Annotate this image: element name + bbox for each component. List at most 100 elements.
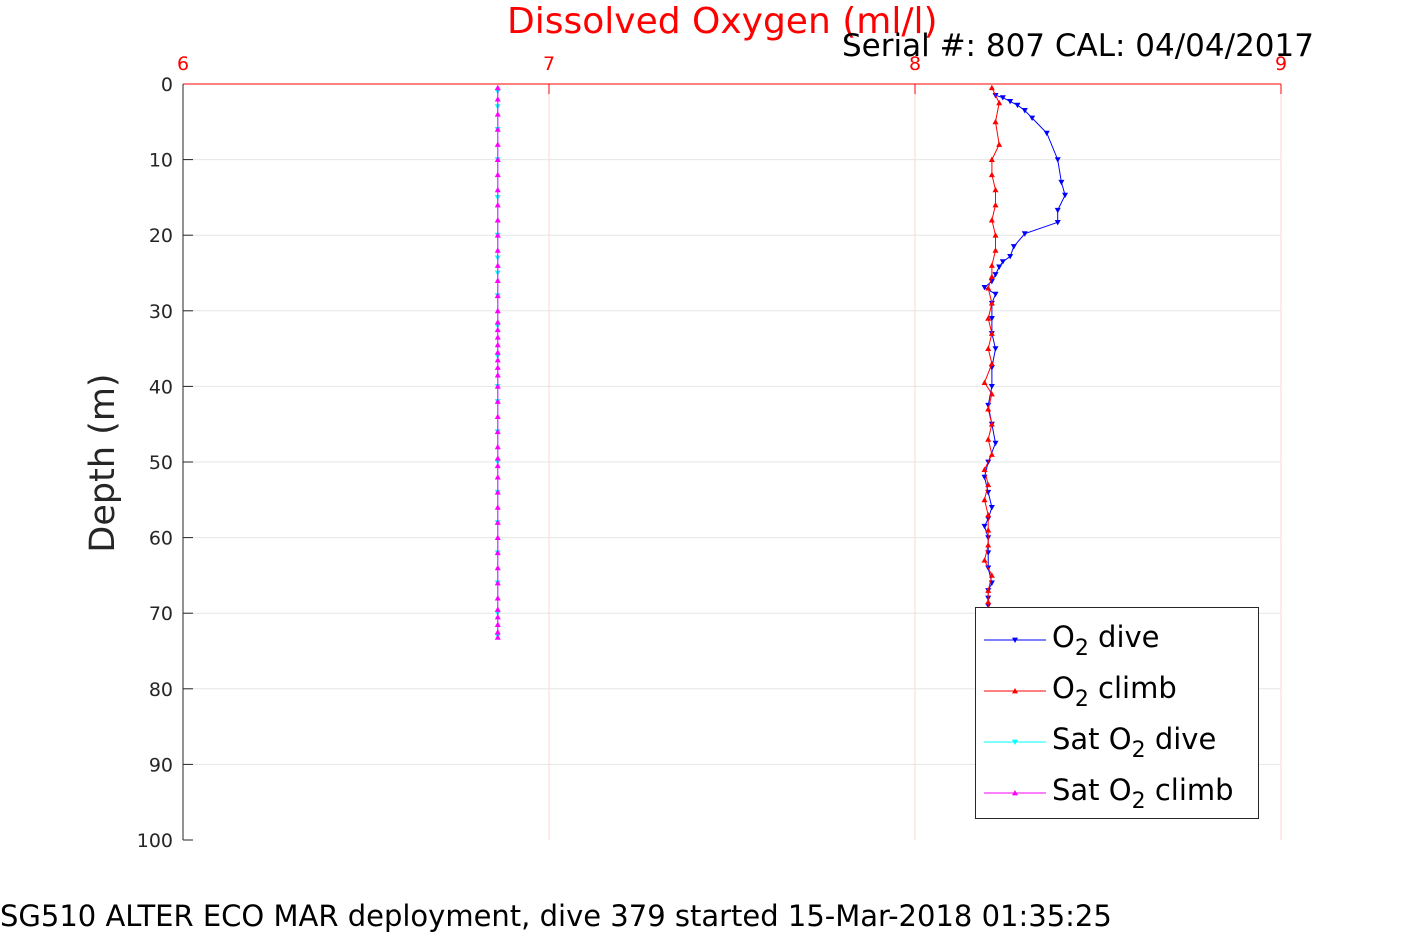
legend-label: O2 dive xyxy=(1052,620,1160,660)
legend-label-subscript: 2 xyxy=(1074,636,1089,661)
data-point xyxy=(1062,192,1069,199)
data-point xyxy=(985,315,992,321)
data-point xyxy=(988,421,995,427)
data-point xyxy=(988,300,995,306)
data-point xyxy=(985,436,992,442)
data-point xyxy=(988,390,995,397)
data-point xyxy=(985,481,992,488)
data-point xyxy=(988,273,995,280)
y-tick-label: 100 xyxy=(137,830,173,852)
data-point xyxy=(992,440,999,447)
data-point xyxy=(494,292,501,299)
data-point xyxy=(494,326,501,333)
tick-labels: 0 10 20 30 40 50 60 70 80 90 100 6 7 8 9 xyxy=(137,53,1287,852)
data-point xyxy=(985,406,992,412)
data-point xyxy=(1058,179,1065,186)
legend-label-subscript: 2 xyxy=(1131,789,1146,814)
data-point xyxy=(494,349,501,355)
legend-label-text: Sat O xyxy=(1052,773,1132,807)
data-point xyxy=(992,247,999,253)
data-point xyxy=(988,451,995,457)
data-point xyxy=(494,489,501,495)
data-point xyxy=(1054,219,1061,226)
x-tick-label: 9 xyxy=(1275,53,1287,75)
data-point xyxy=(988,156,995,162)
data-point xyxy=(1007,98,1014,105)
data-point xyxy=(1054,157,1061,163)
serial-cal-label: Serial #: 807 CAL: 04/04/2017 xyxy=(842,28,1314,64)
data-point xyxy=(988,217,995,223)
legend-label-suffix: climb xyxy=(1088,671,1177,705)
data-point xyxy=(981,496,988,503)
y-tick-label: 80 xyxy=(149,679,173,701)
legend-label: O2 climb xyxy=(1052,671,1177,711)
data-point xyxy=(494,413,501,420)
legend-label-suffix: dive xyxy=(1145,722,1217,756)
data-point xyxy=(494,595,501,601)
data-point xyxy=(494,534,501,540)
data-point xyxy=(988,84,995,91)
data-point xyxy=(494,96,501,102)
x-tick-label: 6 xyxy=(177,53,189,75)
data-point xyxy=(494,613,501,620)
data-point xyxy=(494,156,501,162)
data-point xyxy=(988,330,995,336)
data-point xyxy=(988,315,995,322)
y-axis-label: Depth (m) xyxy=(83,373,123,553)
data-point xyxy=(494,606,501,612)
axes xyxy=(182,83,1282,841)
data-point xyxy=(988,572,995,578)
x-tick-label: 8 xyxy=(909,53,921,75)
data-point xyxy=(494,383,501,389)
data-point xyxy=(494,428,501,435)
chart-title: Dissolved Oxygen (ml/l) xyxy=(507,1,938,42)
data-point xyxy=(494,455,501,461)
data-point xyxy=(1029,115,1036,122)
y-tick-label: 20 xyxy=(149,225,173,247)
data-point xyxy=(992,346,999,352)
data-point xyxy=(494,201,501,208)
data-point xyxy=(996,264,1003,270)
series-layer xyxy=(494,84,1069,640)
data-point xyxy=(988,360,995,367)
legend: O2 dive O2 climb Sat O2 dive Sat O2 climb xyxy=(975,607,1259,819)
y-tick-label: 10 xyxy=(149,150,173,172)
legend-label-suffix: climb xyxy=(1145,773,1234,807)
data-point xyxy=(494,579,501,586)
y-tick-label: 90 xyxy=(149,754,173,776)
data-point xyxy=(1043,130,1050,137)
data-point xyxy=(1021,231,1028,237)
legend-swatch xyxy=(984,790,1046,796)
legend-label-text: O xyxy=(1052,671,1075,705)
y-tick-label: 70 xyxy=(149,603,173,625)
data-point xyxy=(985,542,992,548)
data-point xyxy=(992,232,999,238)
data-point xyxy=(999,259,1006,265)
data-point xyxy=(992,291,999,298)
legend-label-text: O xyxy=(1052,620,1075,654)
data-point xyxy=(1007,253,1014,260)
data-point xyxy=(494,629,501,635)
legend-label: Sat O2 dive xyxy=(1052,722,1217,762)
data-point xyxy=(996,99,1003,106)
data-point xyxy=(494,319,501,325)
data-point xyxy=(494,111,501,117)
data-point xyxy=(992,186,999,193)
legend-item: O2 dive xyxy=(976,616,1260,666)
data-point xyxy=(494,356,501,363)
data-point xyxy=(981,284,988,291)
data-point xyxy=(494,474,501,480)
series-o2-dive xyxy=(981,92,1069,609)
x-tick-label: 7 xyxy=(543,53,555,75)
data-point xyxy=(494,372,501,378)
data-point xyxy=(988,384,995,390)
data-point xyxy=(494,126,501,132)
series-sat-o2-climb xyxy=(494,84,501,640)
legend-label-subscript: 2 xyxy=(1074,687,1089,712)
data-point xyxy=(494,398,501,404)
legend-swatch-marker xyxy=(1012,790,1018,796)
data-point xyxy=(988,262,995,268)
data-point xyxy=(1014,102,1021,109)
y-tick-label: 0 xyxy=(161,74,173,96)
